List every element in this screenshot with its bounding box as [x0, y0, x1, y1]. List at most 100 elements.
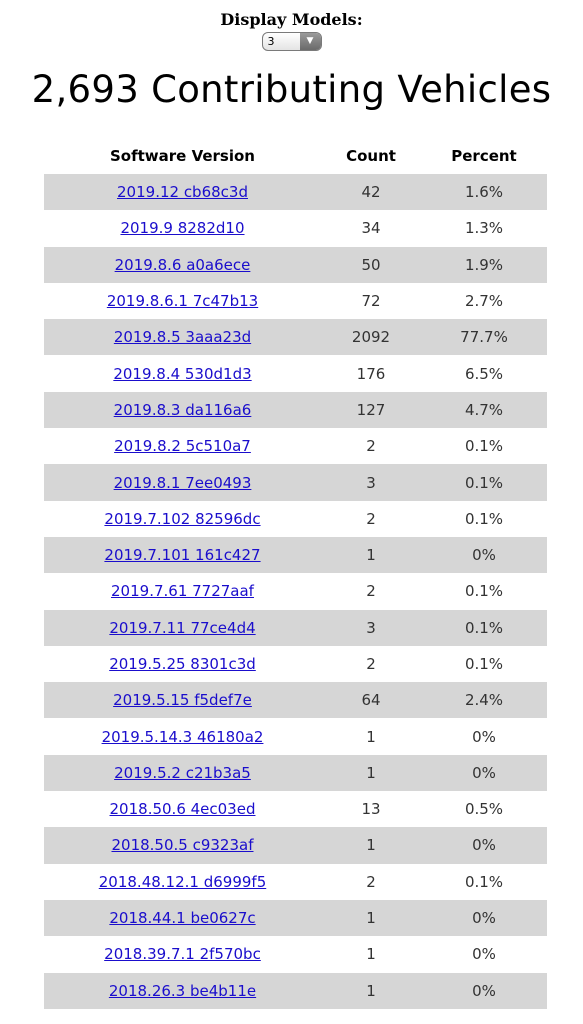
count-cell: 1 [321, 827, 421, 864]
percent-cell: 0% [421, 827, 547, 864]
table-row: 2019.12 cb68c3d 42 1.6% [44, 174, 547, 211]
percent-cell: 0% [421, 899, 547, 937]
percent-cell: 0.1% [464, 582, 504, 601]
version-link[interactable]: 2019.9 8282d10 [120, 219, 245, 238]
percent-cell: 0.1% [464, 509, 504, 528]
version-link[interactable]: 2019.7.11 77ce4d4 [109, 618, 256, 637]
count-cell: 2 [366, 872, 376, 891]
version-link[interactable]: 2019.5.14.3 46180a2 [101, 727, 264, 746]
version-cell: 2019.8.4 530d1d3 [44, 355, 321, 391]
count-cell: 50 [321, 246, 421, 283]
version-link[interactable]: 2019.7.61 7727aaf [111, 582, 254, 601]
table-row: 2019.7.11 77ce4d4 3 0.1% [44, 609, 547, 646]
version-link[interactable]: 2019.5.2 c21b3a5 [114, 763, 251, 782]
table-body: 2019.12 cb68c3d 42 1.6% 2019.9 8282d10 34 1.3… [44, 174, 547, 1009]
page-title: 2,693 Contributing Vehicles [31, 68, 552, 111]
percent-cell: 0.5% [464, 800, 504, 819]
version-link[interactable]: 2019.8.4 530d1d3 [113, 364, 252, 383]
version-link[interactable]: 2019.8.5 3aaa23d [113, 328, 252, 347]
table-row: 2019.8.2 5c510a7 2 0.1% [44, 428, 547, 464]
table-row: 2019.5.25 8301c3d 2 0.1% [44, 646, 547, 682]
software-versions-table: Software Version Count Percent 2019.12 c… [44, 138, 547, 1009]
percent-cell: 2.7% [464, 292, 504, 311]
version-link[interactable]: 2018.26.3 be4b11e [108, 981, 257, 1000]
version-cell: 2018.39.7.1 2f570bc [44, 936, 321, 972]
table-row: 2019.8.5 3aaa23d 2092 77.7% [44, 319, 547, 356]
table-row: 2019.9 8282d10 34 1.3% [44, 210, 547, 246]
table-row: 2018.48.12.1 d6999f5 2 0.1% [44, 864, 547, 900]
version-link[interactable]: 2019.7.102 82596dc [104, 509, 261, 528]
percent-cell: 0% [472, 945, 496, 964]
version-link[interactable]: 2019.7.101 161c427 [104, 546, 261, 565]
percent-cell: 1.9% [421, 246, 547, 283]
version-link[interactable]: 2018.50.6 4ec03ed [109, 800, 256, 819]
version-link[interactable]: 2019.5.25 8301c3d [109, 655, 256, 673]
percent-cell: 2.4% [421, 682, 547, 719]
version-cell: 2019.5.25 8301c3d [44, 646, 321, 682]
table-row: 2019.8.1 7ee0493 3 0.1% [44, 464, 547, 501]
version-link[interactable]: 2019.8.2 5c510a7 [114, 437, 251, 456]
count-cell: 1 [366, 945, 376, 964]
version-cell: 2019.7.101 161c427 [44, 536, 321, 574]
version-link[interactable]: 2018.48.12.1 d6999f5 [98, 872, 267, 891]
version-cell: 2019.8.3 da116a6 [44, 391, 321, 429]
triangle-down-icon: ▼ [299, 33, 321, 50]
version-link[interactable]: 2018.39.7.1 2f570bc [104, 945, 261, 964]
display-models-select[interactable]: 3 ▼ [261, 32, 322, 51]
percent-cell: 1.6% [421, 174, 547, 211]
version-link[interactable]: 2019.8.3 da116a6 [113, 400, 252, 419]
table-row: 2019.8.6 a0a6ece 50 1.9% [44, 246, 547, 283]
count-cell: 1 [321, 972, 421, 1009]
display-models-label: Display Models: [220, 10, 363, 29]
display-models-control: Display Models: 3 ▼ [0, 10, 583, 55]
version-cell: 2019.7.102 82596dc [44, 501, 321, 537]
percent-cell: 0.1% [464, 872, 504, 891]
version-cell: 2018.50.5 c9323af [44, 827, 321, 864]
count-cell: 72 [361, 292, 381, 311]
version-cell: 2019.8.5 3aaa23d [44, 319, 321, 356]
table-row: 2019.5.15 f5def7e 64 2.4% [44, 682, 547, 719]
version-cell: 2019.7.11 77ce4d4 [44, 609, 321, 646]
count-cell: 34 [361, 219, 381, 238]
version-link[interactable]: 2019.5.15 f5def7e [113, 691, 252, 710]
count-cell: 1 [321, 754, 421, 792]
version-cell: 2019.12 cb68c3d [44, 174, 321, 211]
count-cell: 2 [366, 655, 376, 673]
percent-cell: 0% [472, 727, 496, 746]
table-row: 2019.8.3 da116a6 127 4.7% [44, 391, 547, 429]
version-cell: 2019.9 8282d10 [44, 210, 321, 246]
count-cell: 3 [321, 464, 421, 501]
version-link[interactable]: 2019.8.6.1 7c47b13 [106, 292, 259, 311]
count-cell: 13 [361, 800, 381, 819]
percent-cell: 6.5% [464, 364, 504, 383]
table-row: 2019.8.6.1 7c47b13 72 2.7% [44, 283, 547, 319]
version-cell: 2018.44.1 be0627c [44, 899, 321, 937]
version-cell: 2018.50.6 4ec03ed [44, 791, 321, 827]
version-cell: 2018.48.12.1 d6999f5 [44, 864, 321, 900]
table-row: 2019.8.4 530d1d3 176 6.5% [44, 355, 547, 391]
version-link[interactable]: 2018.50.5 c9323af [111, 836, 254, 855]
version-cell: 2019.5.14.3 46180a2 [44, 718, 321, 754]
table-header-row: Software Version Count Percent [44, 138, 547, 174]
table-row: 2018.26.3 be4b11e 1 0% [44, 972, 547, 1009]
count-cell: 2 [366, 509, 376, 528]
version-cell: 2019.8.1 7ee0493 [44, 464, 321, 501]
table-row: 2018.50.6 4ec03ed 13 0.5% [44, 791, 547, 827]
count-cell: 42 [321, 174, 421, 211]
percent-cell: 0% [421, 972, 547, 1009]
count-cell: 64 [321, 682, 421, 719]
version-link[interactable]: 2018.44.1 be0627c [109, 909, 256, 928]
percent-cell: 77.7% [421, 319, 547, 356]
count-cell: 1 [321, 899, 421, 937]
version-link[interactable]: 2019.8.6 a0a6ece [114, 255, 251, 274]
version-link[interactable]: 2019.8.1 7ee0493 [113, 473, 252, 492]
count-cell: 2 [366, 582, 376, 601]
percent-cell: 0.1% [421, 609, 547, 646]
count-cell: 1 [321, 536, 421, 574]
count-cell: 127 [321, 391, 421, 429]
table-row: 2018.50.5 c9323af 1 0% [44, 827, 547, 864]
version-link[interactable]: 2019.12 cb68c3d [117, 183, 248, 202]
version-cell: 2019.7.61 7727aaf [44, 573, 321, 609]
table-row: 2019.7.101 161c427 1 0% [44, 536, 547, 574]
version-cell: 2019.8.6.1 7c47b13 [44, 283, 321, 319]
